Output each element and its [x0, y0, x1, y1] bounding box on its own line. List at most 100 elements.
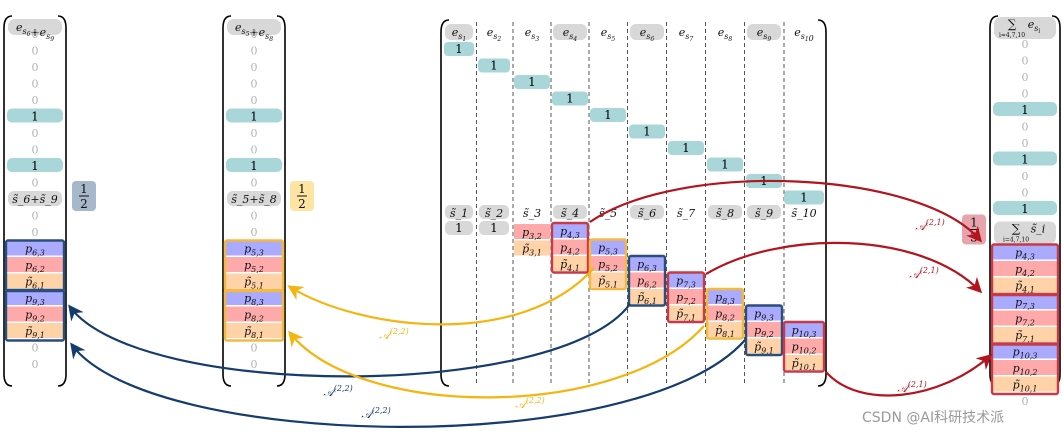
matrix-column-header: es8	[718, 26, 733, 43]
col4-p-cell	[993, 376, 1057, 392]
arrow-label-red-2: 𝒜(2,1)	[909, 266, 938, 281]
matrix-diag-value: 1	[490, 59, 498, 73]
matrix-s-label-bg	[630, 205, 664, 219]
col1-p-label: p̃9,1	[25, 325, 45, 340]
col1-p-cell	[7, 273, 63, 289]
arrow-gold-lower	[288, 325, 705, 399]
matrix-column-header: es2	[487, 26, 502, 43]
col2-mid-header: s̃_5+s̃_8	[231, 193, 277, 206]
col2-group-frame	[223, 288, 285, 342]
matrix-p-cell	[668, 289, 704, 304]
col2-fraction-badge-numerator: 1	[298, 182, 306, 196]
matrix-p-label: p̃4,1	[560, 258, 580, 273]
col2-header: es5+es8	[235, 21, 273, 43]
col2-mid-header-bg	[227, 191, 281, 206]
col2-top-value: 0	[251, 127, 258, 140]
matrix-s-label-bg	[553, 205, 587, 219]
col4-mid-var: s̃_i	[1031, 223, 1046, 236]
col4-top-value: 0	[1022, 170, 1029, 183]
col2-top-value: 0	[251, 61, 258, 74]
arrow-navy-lower	[70, 339, 746, 428]
col4-p-cell	[993, 261, 1057, 276]
matrix-p-cell	[552, 256, 588, 271]
col4-mid-header-bg	[994, 221, 1056, 244]
col1-p-label: p9,2	[25, 309, 45, 324]
col2-p-cell	[226, 273, 282, 289]
col2-top-value: 1	[250, 159, 258, 173]
col1-top-value: 0	[32, 61, 39, 74]
col4-p-cell	[993, 360, 1057, 375]
col1-top-value: 0	[32, 127, 39, 140]
matrix-group-frame	[588, 238, 628, 291]
matrix-p-label: p9,2	[754, 324, 774, 339]
col2-p-label: p5,3	[244, 243, 264, 258]
matrix-s-label: s̃_3	[523, 207, 541, 220]
matrix-p-cell	[746, 305, 782, 321]
matrix-diag-value: 1	[566, 92, 574, 106]
matrix-diag-value: 1	[800, 191, 808, 205]
col2-top-value: 0	[251, 78, 258, 91]
matrix-p-cell	[746, 322, 782, 337]
col4-bottom-value: 0	[1022, 395, 1029, 408]
arrow-red-lower	[825, 353, 993, 397]
matrix-p-label: p̃5,1	[598, 275, 618, 290]
col1-p-cell	[7, 240, 63, 256]
matrix-p-label: p̃6,1	[637, 291, 657, 306]
matrix-diag-cell	[514, 75, 550, 89]
matrix-column-header: es9	[757, 26, 772, 43]
matrix-s-label: s̃_10	[791, 207, 816, 220]
col4-one-cell	[993, 151, 1057, 166]
matrix-p-label: p10,3	[792, 324, 817, 339]
col1-mid-header-bg	[8, 191, 62, 206]
col4-p-label: p10,3	[1013, 346, 1038, 361]
matrix-p-label: p7,3	[676, 275, 696, 290]
matrix-p-label: p9,3	[754, 308, 774, 323]
col4-p-cell	[993, 244, 1057, 260]
matrix-column-header: es3	[525, 26, 540, 43]
col2-one-cell	[226, 108, 282, 123]
matrix-column-header: es5	[601, 26, 616, 43]
col1-bottom-value: 0	[32, 358, 39, 371]
col2-top-value: 1	[250, 110, 258, 124]
matrix-p-cell	[746, 338, 782, 354]
col2-one-cell	[226, 158, 282, 172]
matrix-p-cell	[784, 355, 824, 370]
col1-fraction-badge-denominator: 2	[80, 197, 88, 211]
matrix-diag-cell	[444, 42, 474, 56]
col4-top-value: 0	[1022, 38, 1029, 51]
col4-top-value: 0	[1022, 121, 1029, 134]
matrix-left-paren	[440, 19, 450, 387]
col4-header-var: esi	[1028, 18, 1041, 35]
col4-p-label: p7,2	[1015, 313, 1035, 328]
matrix-p-cell	[668, 305, 704, 321]
matrix-p-label: p̃7,1	[676, 308, 696, 323]
matrix-p-cell	[629, 256, 665, 271]
matrix-p-cell	[590, 256, 626, 271]
matrix-p-cell	[629, 289, 665, 304]
matrix-header-bg	[445, 24, 473, 40]
col2-p-label: p̃5,1	[244, 276, 264, 291]
matrix-p-cell	[514, 224, 550, 239]
matrix-s-label: s̃_7	[677, 207, 695, 220]
arrow-label-gold-2: 𝒜(2,2)	[515, 396, 544, 411]
matrix-s-label-bg	[445, 205, 473, 219]
watermark: CSDN @AI科研技术派	[862, 410, 1004, 426]
matrix-diag-cell	[629, 124, 665, 139]
matrix-p-cell	[784, 322, 824, 337]
col2-p-label: p5,2	[244, 259, 264, 274]
col4-top-value: 1	[1021, 103, 1029, 117]
matrix-p-cell	[668, 272, 704, 288]
col2-p-cell	[226, 257, 282, 272]
col1-group-frame	[4, 288, 66, 342]
col4-top-value: 1	[1021, 153, 1029, 167]
col1-fraction-badge-numerator: 1	[80, 182, 88, 196]
matrix-s-label: s̃_2	[485, 207, 503, 220]
matrix-p-label: p3,2	[522, 226, 542, 241]
matrix-group-frame	[782, 320, 826, 373]
col4-p-label: p4,3	[1015, 247, 1035, 262]
matrix-column-header: es1	[452, 26, 466, 43]
matrix-p-label: p6,2	[637, 275, 657, 290]
col2-p-cell	[226, 306, 282, 322]
col1-top-value: 0	[32, 28, 39, 41]
